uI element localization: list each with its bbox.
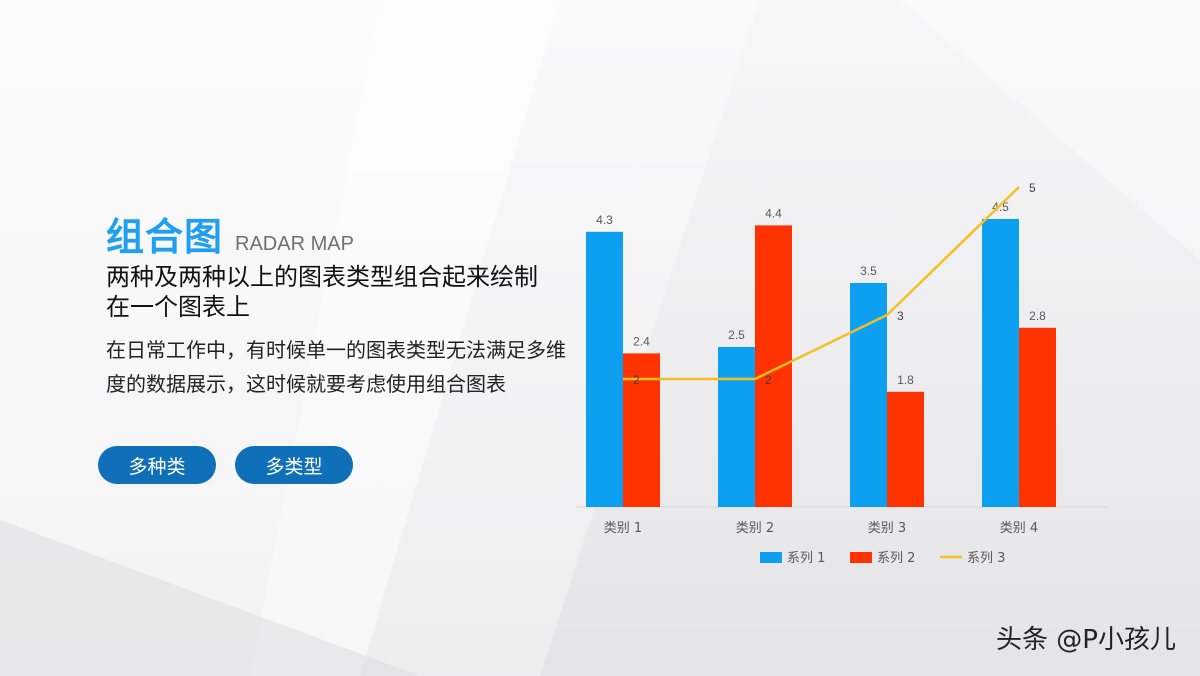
line-series3 — [623, 186, 1020, 381]
data-label-series2-category4: 2.8 — [1029, 309, 1046, 323]
subtitle: 两种及两种以上的图表类型组合起来绘制在一个图表上 — [106, 263, 538, 321]
x-tick-label-4: 类别 4 — [1000, 521, 1038, 536]
data-label-series3-category2: 2 — [765, 373, 772, 387]
tag-types[interactable]: 多类型 — [235, 446, 353, 484]
data-label-series1-category3: 3.5 — [860, 264, 877, 278]
data-label-series1-category1: 4.3 — [596, 213, 613, 227]
legend-swatch-series2 — [850, 552, 872, 563]
data-label-series3-category1: 2 — [633, 373, 640, 387]
title-row: 组合图 RADAR MAP — [106, 206, 354, 261]
data-label-series2-category2: 4.4 — [765, 206, 782, 220]
legend-label-series3: 系列 3 — [967, 551, 1005, 566]
combo-chart: 4.32.4类别 12.54.4类别 23.51.8类别 34.52.8类别 4… — [576, 181, 1108, 566]
bar-series1-category4 — [982, 219, 1019, 507]
bar-series1-category1 — [586, 231, 623, 508]
data-label-series2-category1: 2.4 — [633, 334, 650, 348]
bar-series2-category3 — [887, 391, 924, 507]
bar-series2-category4 — [1019, 327, 1056, 507]
description: 在日常工作中，有时候单一的图表类型无法满足多维度的数据展示，这时候就要考虑使用组… — [106, 338, 566, 396]
data-label-series3-category4: 5 — [1029, 181, 1036, 195]
legend-label-series2: 系列 2 — [877, 551, 915, 566]
bar-series2-category2 — [755, 225, 792, 507]
bar-series2-category1 — [623, 353, 660, 507]
page-title-english: RADAR MAP — [235, 233, 354, 255]
legend-swatch-series1 — [760, 552, 782, 563]
data-label-series2-category3: 1.8 — [897, 373, 914, 387]
legend-label-series1: 系列 1 — [787, 551, 825, 566]
x-tick-label-1: 类别 1 — [604, 521, 642, 536]
bar-series1-category2 — [718, 347, 755, 507]
data-label-series3-category3: 3 — [897, 309, 904, 323]
watermark: 头条 @P小孩儿 — [996, 625, 1176, 655]
data-label-series1-category2: 2.5 — [728, 328, 745, 342]
bar-series1-category3 — [850, 283, 887, 507]
tag-variety[interactable]: 多种类 — [98, 446, 216, 484]
page-title: 组合图 — [106, 215, 224, 259]
x-tick-label-2: 类别 2 — [736, 521, 774, 536]
x-tick-label-3: 类别 3 — [868, 521, 906, 536]
